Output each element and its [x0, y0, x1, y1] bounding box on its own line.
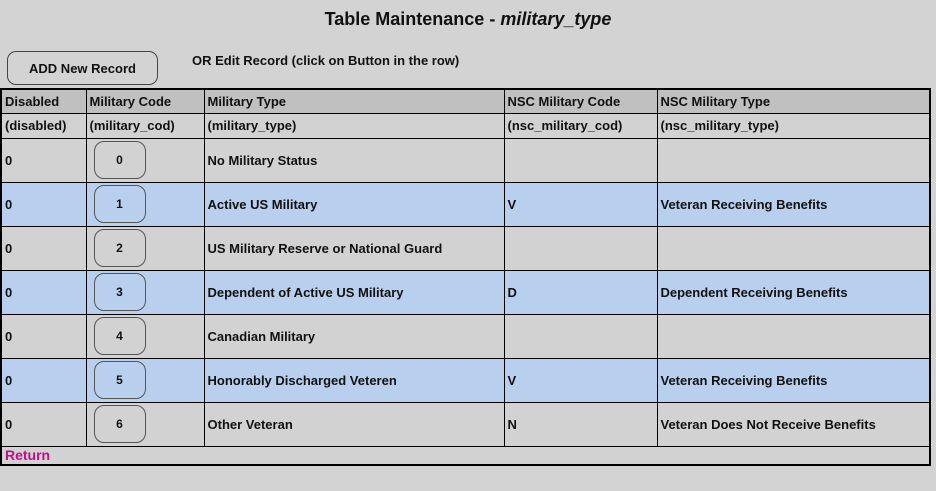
cell-military-code: 3: [85, 269, 205, 315]
table-row: 0 6 Other Veteran N Veteran Does Not Rec…: [0, 401, 931, 447]
cell-nsc-military-code: [503, 137, 658, 183]
cell-nsc-military-type: [656, 313, 931, 359]
footer-row: Return: [0, 445, 931, 466]
cell-nsc-military-code: [503, 313, 658, 359]
cell-nsc-military-code: D: [503, 269, 658, 315]
edit-record-button[interactable]: 0: [93, 141, 146, 179]
cell-nsc-military-code: V: [503, 181, 658, 227]
cell-disabled: 0: [0, 313, 87, 359]
col-field-military-cod: (military_cod): [85, 112, 205, 139]
edit-record-button[interactable]: 3: [93, 273, 146, 311]
table-row: 0 2 US Military Reserve or National Guar…: [0, 225, 931, 271]
cell-military-type: Active US Military: [203, 181, 505, 227]
cell-disabled: 0: [0, 225, 87, 271]
col-field-disabled: (disabled): [0, 112, 87, 139]
table-row: 0 1 Active US Military V Veteran Receivi…: [0, 181, 931, 227]
cell-military-code: 1: [85, 181, 205, 227]
cell-nsc-military-code: V: [503, 357, 658, 403]
header-row-labels: Disabled Military Code Military Type NSC…: [0, 88, 931, 114]
table-row: 0 4 Canadian Military: [0, 313, 931, 359]
header-row-fields: (disabled) (military_cod) (military_type…: [0, 112, 931, 139]
edit-record-button[interactable]: 6: [93, 405, 146, 443]
cell-military-type: US Military Reserve or National Guard: [203, 225, 505, 271]
cell-disabled: 0: [0, 357, 87, 403]
cell-disabled: 0: [0, 269, 87, 315]
cell-nsc-military-code: N: [503, 401, 658, 447]
edit-record-button[interactable]: 2: [93, 229, 146, 267]
cell-disabled: 0: [0, 137, 87, 183]
cell-military-code: 4: [85, 313, 205, 359]
add-new-record-button[interactable]: ADD New Record: [7, 51, 158, 85]
cell-nsc-military-type: [656, 137, 931, 183]
toolbar: ADD New Record OR Edit Record (click on …: [0, 51, 936, 85]
edit-record-button[interactable]: 5: [93, 361, 146, 399]
cell-military-code: 5: [85, 357, 205, 403]
cell-military-type: Honorably Discharged Veteren: [203, 357, 505, 403]
cell-nsc-military-type: [656, 225, 931, 271]
cell-nsc-military-code: [503, 225, 658, 271]
col-field-nsc-military-cod: (nsc_military_cod): [503, 112, 658, 139]
maintenance-table: Disabled Military Code Military Type NSC…: [0, 88, 931, 466]
edit-record-button[interactable]: 1: [93, 185, 146, 223]
cell-military-code: 2: [85, 225, 205, 271]
cell-military-code: 0: [85, 137, 205, 183]
cell-nsc-military-type: Veteran Receiving Benefits: [656, 357, 931, 403]
edit-record-hint: OR Edit Record (click on Button in the r…: [192, 53, 460, 68]
table-row: 0 0 No Military Status: [0, 137, 931, 183]
table-row: 0 5 Honorably Discharged Veteren V Veter…: [0, 357, 931, 403]
table-row: 0 3 Dependent of Active US Military D De…: [0, 269, 931, 315]
footer-cell: Return: [0, 445, 931, 466]
return-link[interactable]: Return: [5, 447, 51, 464]
cell-military-type: Other Veteran: [203, 401, 505, 447]
page-title-prefix: Table Maintenance -: [324, 9, 501, 29]
cell-military-type: No Military Status: [203, 137, 505, 183]
cell-nsc-military-type: Dependent Receiving Benefits: [656, 269, 931, 315]
col-field-military-type: (military_type): [203, 112, 505, 139]
cell-nsc-military-type: Veteran Does Not Receive Benefits: [656, 401, 931, 447]
cell-disabled: 0: [0, 181, 87, 227]
col-header-military-code: Military Code: [85, 88, 205, 114]
edit-record-button[interactable]: 4: [93, 317, 146, 355]
page-title: Table Maintenance - military_type: [0, 0, 936, 29]
col-header-nsc-military-type: NSC Military Type: [656, 88, 931, 114]
cell-nsc-military-type: Veteran Receiving Benefits: [656, 181, 931, 227]
cell-military-type: Dependent of Active US Military: [203, 269, 505, 315]
col-header-nsc-military-code: NSC Military Code: [503, 88, 658, 114]
cell-military-type: Canadian Military: [203, 313, 505, 359]
col-header-military-type: Military Type: [203, 88, 505, 114]
col-header-disabled: Disabled: [0, 88, 87, 114]
cell-military-code: 6: [85, 401, 205, 447]
col-field-nsc-military-type: (nsc_military_type): [656, 112, 931, 139]
page-title-table-name: military_type: [500, 9, 612, 29]
cell-disabled: 0: [0, 401, 87, 447]
